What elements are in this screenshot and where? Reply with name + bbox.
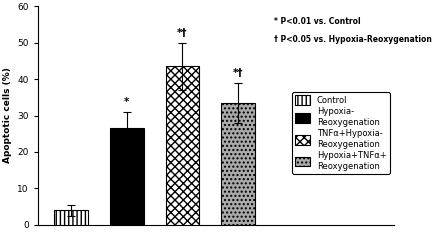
Text: * P<0.01 vs. Control: * P<0.01 vs. Control [274,17,361,26]
Bar [110,128,143,225]
Y-axis label: Apoptotic cells (%): Apoptotic cells (%) [3,68,12,163]
Bar [221,103,255,225]
Text: *†: *† [233,68,243,78]
Bar [166,66,199,225]
Text: *†: *† [177,28,188,38]
Text: † P<0.05 vs. Hypoxia-Reoxygenation: † P<0.05 vs. Hypoxia-Reoxygenation [274,35,432,44]
Bar [55,210,88,225]
Legend: Control, Hypoxia-
Reoxygenation, TNFα+Hypoxia-
Reoxygenation, Hypoxia+TNFα+
Reox: Control, Hypoxia- Reoxygenation, TNFα+Hy… [292,92,390,174]
Text: *: * [124,97,129,107]
